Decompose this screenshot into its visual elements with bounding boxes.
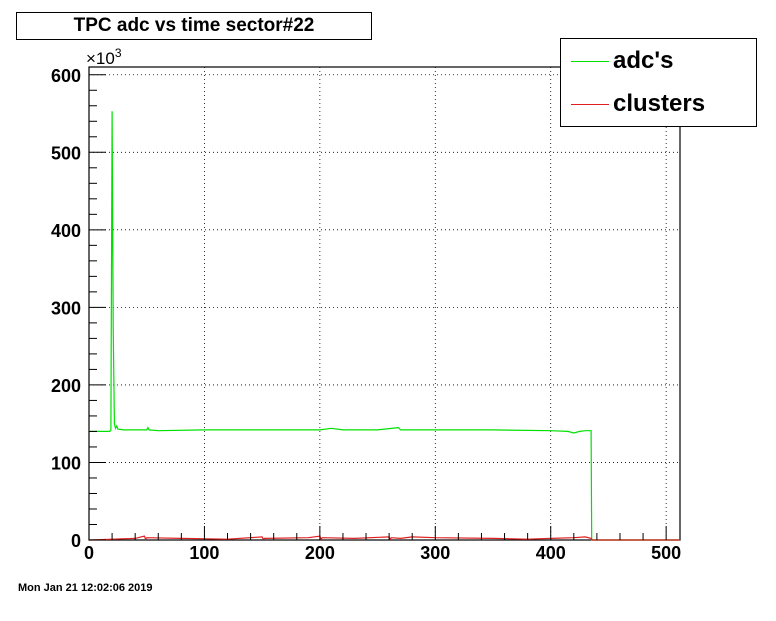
x-tick-label: 0 [84,543,94,563]
x-tick-label: 200 [305,543,335,563]
legend-label-clusters: clusters [613,90,706,117]
legend-swatch-clusters [571,104,609,105]
legend-entry-clusters: clusters [561,84,756,126]
timestamp: Mon Jan 21 12:02:06 2019 [18,582,153,594]
x-tick-label: 400 [536,543,566,563]
legend-label-adc: adc's [613,47,674,74]
y-tick-label: 0 [71,531,81,551]
y-tick-label: 200 [51,376,81,396]
y-tick-label: 300 [51,298,81,318]
legend: adc's clusters [560,38,757,127]
x-tick-label: 300 [420,543,450,563]
legend-swatch-adc [571,61,609,62]
series-group [88,111,680,541]
y-tick-label: 500 [51,143,81,163]
y-exponent-power: 3 [115,46,122,60]
plot-frame [88,66,681,541]
tick-labels: 0 100 200 300 400 500 0 100 200 300 400 500 600 [51,66,681,563]
y-tick-label: 100 [51,453,81,473]
x-tick-label: 100 [189,543,219,563]
axis-ticks [88,74,667,541]
series-line-adc [89,111,680,541]
legend-entry-adc: adc's [561,41,756,83]
y-exponent-label: ×103 [86,46,122,68]
y-tick-label: 400 [51,221,81,241]
series-line-clusters [88,535,680,541]
chart-title: TPC adc vs time sector#22 [16,12,372,40]
x-tick-label: 500 [651,543,681,563]
y-tick-label: 600 [51,66,81,86]
